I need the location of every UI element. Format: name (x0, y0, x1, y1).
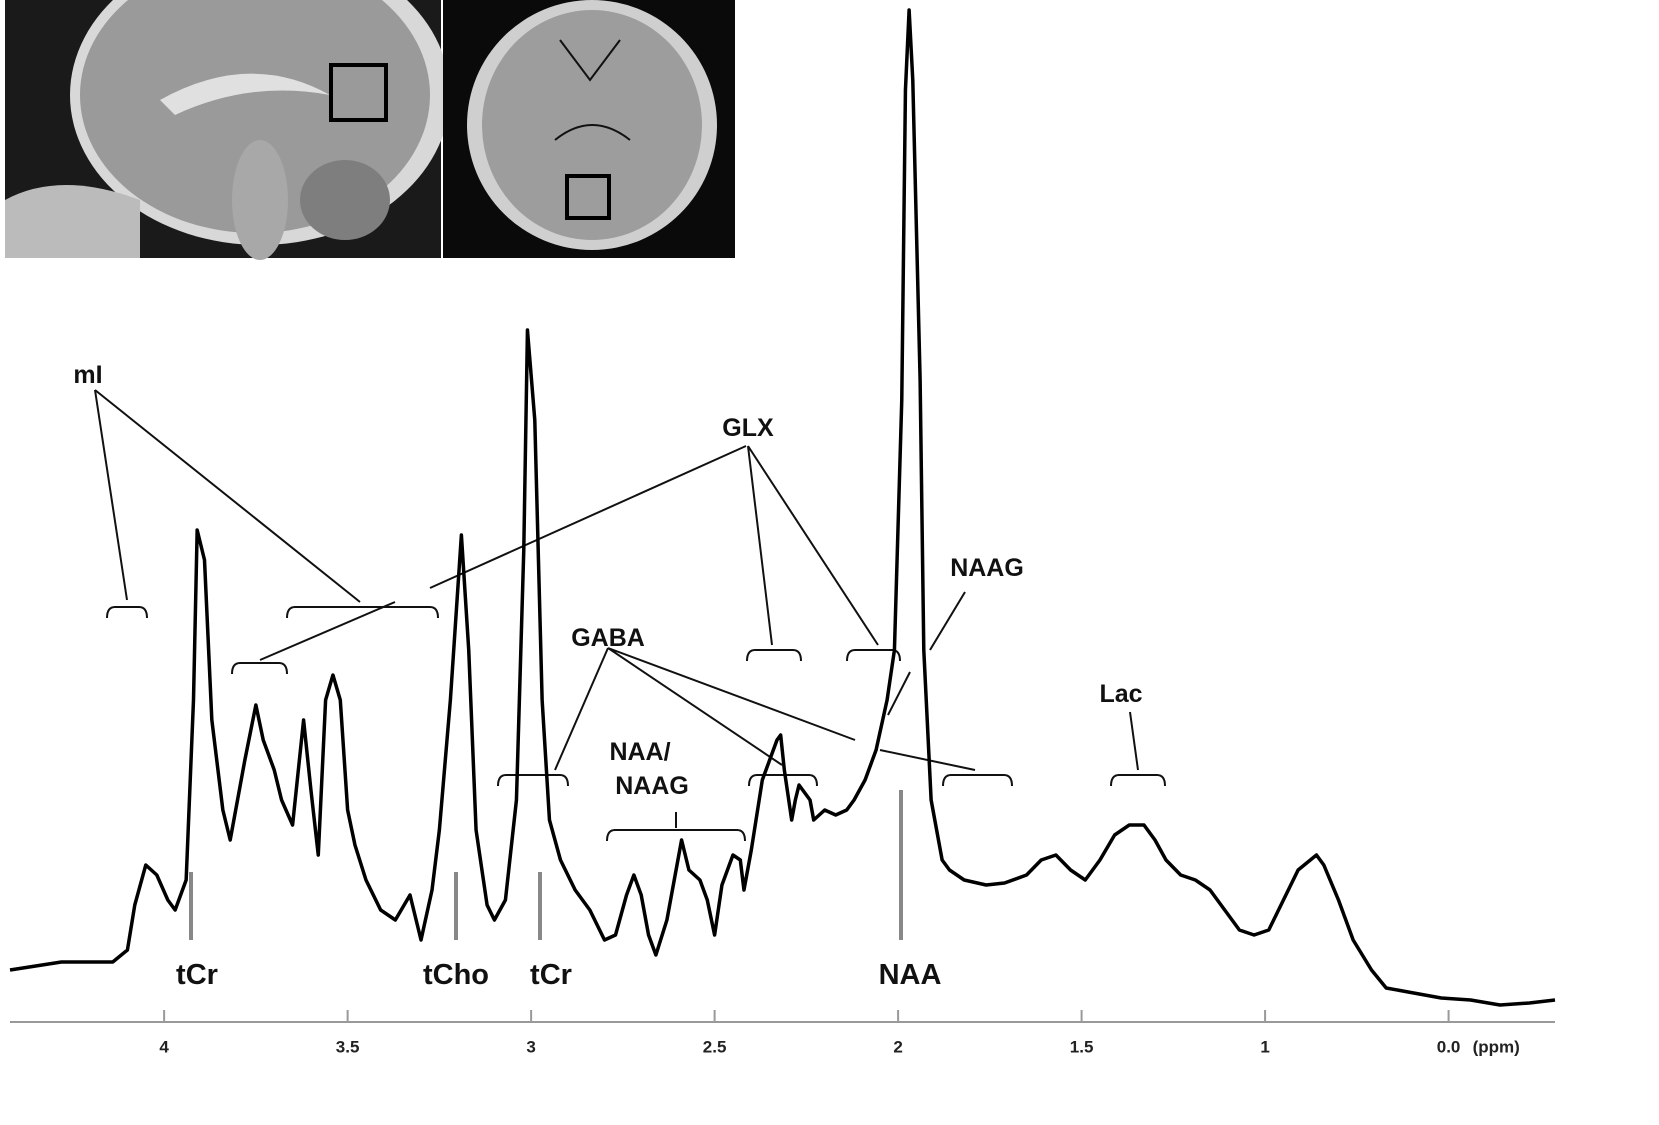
figure: 4 3.5 3 2.5 2 1.5 1 0.0 (ppm) mI GLX NAAG GABA N… (0, 0, 1659, 1125)
x-tick-label: 0.0 (1437, 1037, 1461, 1056)
peak-label: tCr (176, 958, 218, 992)
annotation: NAAG (615, 769, 689, 803)
annotation: Lac (1099, 677, 1142, 711)
x-tick-label: 1 (1260, 1037, 1269, 1056)
annotation: GLX (722, 411, 773, 445)
annotation: NAAG (950, 551, 1024, 585)
x-tick-label: 1.5 (1070, 1037, 1094, 1056)
annotation: NAA/ (609, 735, 670, 769)
peak-label: tCho (423, 958, 489, 992)
x-axis-label: (ppm) (1473, 1037, 1520, 1056)
x-tick-label: 2 (893, 1037, 902, 1056)
x-tick-label: 3.5 (336, 1037, 360, 1056)
peak-label: tCr (530, 958, 572, 992)
annotation: mI (73, 358, 102, 392)
x-tick-label: 3 (526, 1037, 535, 1056)
peak-label: NAA (879, 958, 942, 992)
annotation-lines (95, 390, 1165, 940)
axial-image (443, 0, 735, 258)
x-tick-label: 2.5 (703, 1037, 727, 1056)
chart: 4 3.5 3 2.5 2 1.5 1 0.0 (ppm) (0, 0, 1659, 1125)
sagittal-image (5, 0, 450, 260)
annotation: GABA (571, 621, 645, 655)
x-tick-label: 4 (159, 1037, 169, 1056)
